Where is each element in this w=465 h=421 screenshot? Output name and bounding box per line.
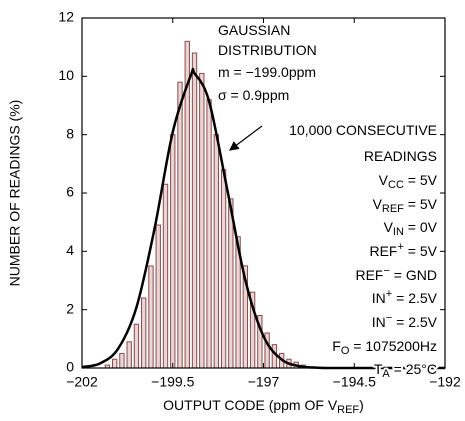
annotation-part: V	[379, 172, 389, 188]
bar	[220, 169, 227, 369]
annotation: REF+ = 5V	[369, 241, 437, 259]
bar	[141, 297, 147, 369]
annotation-part: REF	[355, 267, 383, 283]
y-tick-label: 0	[66, 359, 74, 375]
annotation: GAUSSIAN	[218, 22, 290, 38]
y-tick-label: 2	[66, 300, 74, 316]
annotation-part: 10,000 CONSECUTIVE	[289, 122, 437, 138]
y-tick-label: 6	[66, 184, 74, 200]
annotation: IN+ = 2.5V	[372, 288, 438, 306]
x-tick-label: −194.5	[333, 374, 376, 390]
x-tick-label: −192	[429, 374, 461, 390]
bar	[133, 323, 140, 369]
bar	[126, 341, 132, 369]
annotation-part: m = −199.0ppm	[218, 64, 316, 80]
annotation-part: σ = 0.9ppm	[218, 87, 289, 103]
annotation-part: −	[383, 265, 389, 277]
annotation: 10,000 CONSECUTIVE	[289, 122, 437, 138]
annotation-part: CC	[388, 179, 404, 191]
annotation-part: IN	[393, 226, 404, 238]
bar	[271, 344, 278, 369]
annotation-part: = 0V	[404, 219, 438, 235]
y-axis-title: NUMBER OF READINGS (%)	[7, 100, 23, 287]
annotation-part: IN	[372, 290, 386, 306]
bar	[155, 224, 161, 369]
bar	[119, 352, 125, 369]
x-axis-title: OUTPUT CODE (ppm OF VREF)	[163, 397, 364, 416]
annotation: IN− = 2.5V	[372, 312, 438, 330]
annotation: σ = 0.9ppm	[218, 87, 289, 103]
bar	[213, 134, 219, 369]
annotation: REF− = GND	[355, 265, 437, 283]
bar	[206, 99, 212, 369]
annotation-part: O	[341, 345, 350, 357]
annotation-part: T	[374, 361, 383, 377]
annotation-part: A	[382, 368, 390, 380]
annotation-part: READINGS	[364, 148, 437, 164]
annotation: m = −199.0ppm	[218, 64, 316, 80]
annotation: VCC = 5V	[379, 172, 438, 191]
y-tick-label: 8	[66, 125, 74, 141]
annotation-part: −	[386, 312, 392, 324]
annotation: READINGS	[364, 148, 437, 164]
annotation-part: = 5V	[404, 172, 438, 188]
bar	[228, 198, 234, 369]
annotation-part: +	[386, 288, 392, 300]
annotation: DISTRIBUTION	[218, 42, 317, 58]
bar	[177, 81, 183, 369]
annotation-part: REF	[382, 203, 404, 215]
x-axis-title-part: REF	[337, 404, 359, 416]
x-axis-title-part: OUTPUT CODE (ppm OF V	[163, 397, 338, 413]
annotation-part: REF	[369, 243, 397, 259]
annotation: TA = 25°C	[374, 361, 437, 380]
annotation: VREF = 5V	[373, 196, 438, 215]
annotation-part: DISTRIBUTION	[218, 42, 317, 58]
annotation-arrow	[229, 125, 263, 151]
annotation-part: IN	[372, 314, 386, 330]
annotation-part: V	[373, 196, 383, 212]
bar	[199, 72, 205, 369]
x-tick-label: −199.5	[151, 374, 194, 390]
annotation: VIN = 0V	[384, 219, 438, 238]
annotation-part: = 5V	[404, 243, 438, 259]
annotation-part: = 25°C	[390, 361, 437, 377]
annotation-part: V	[384, 219, 394, 235]
annotation-part: = 5V	[404, 196, 438, 212]
y-tick-label: 12	[58, 9, 74, 25]
x-tick-label: −197	[248, 374, 280, 390]
y-tick-label: 4	[66, 242, 74, 258]
annotation: FO = 1075200Hz	[332, 338, 437, 357]
bar	[191, 52, 198, 369]
bar	[162, 183, 169, 369]
x-axis-title-part: )	[359, 397, 364, 413]
annotation-part: = 2.5V	[392, 290, 437, 306]
bar	[111, 358, 118, 369]
bar	[170, 134, 176, 369]
annotation-part: = GND	[390, 267, 437, 283]
annotation-part: GAUSSIAN	[218, 22, 290, 38]
annotation-part: F	[332, 338, 341, 354]
y-tick-label: 10	[58, 67, 74, 83]
annotation-part: +	[397, 241, 403, 253]
bar	[148, 265, 154, 369]
x-tick-label: −202	[66, 374, 98, 390]
annotation-part: = 2.5V	[392, 314, 437, 330]
annotation-part: = 1075200Hz	[349, 338, 437, 354]
